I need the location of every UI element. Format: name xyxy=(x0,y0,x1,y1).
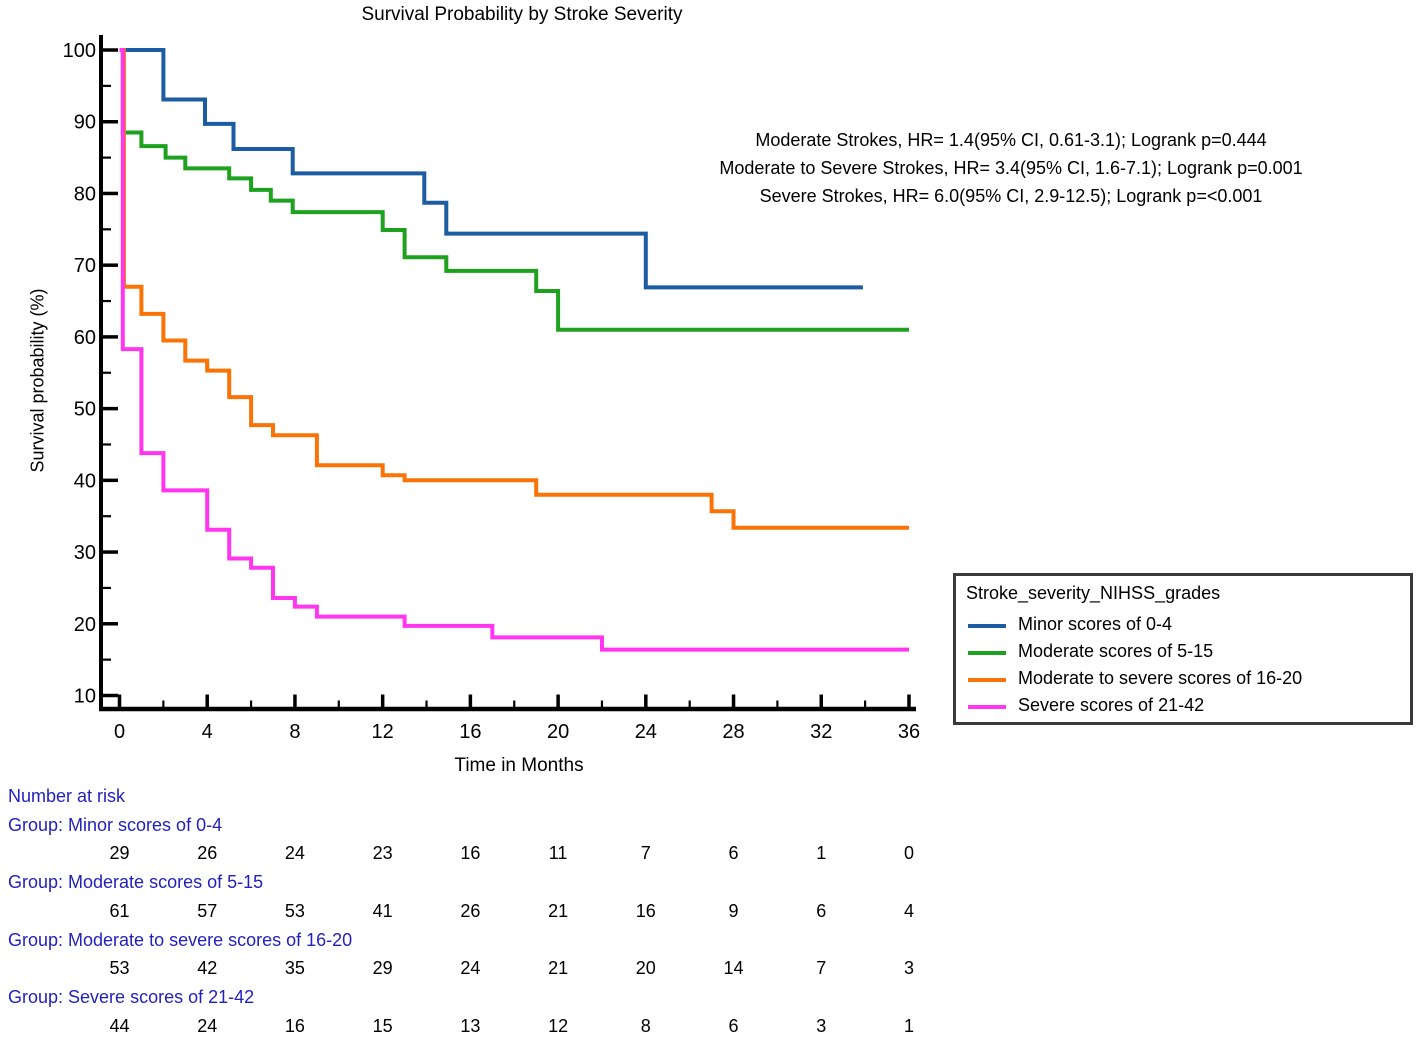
risk-count: 29 xyxy=(109,843,130,863)
risk-count: 8 xyxy=(640,1016,651,1036)
risk-count: 15 xyxy=(372,1016,393,1036)
y-tick-label: 50 xyxy=(74,399,96,421)
risk-count: 16 xyxy=(635,901,656,921)
risk-count: 61 xyxy=(109,901,130,921)
risk-count: 53 xyxy=(284,901,305,921)
risk-count: 23 xyxy=(372,843,393,863)
risk-count: 3 xyxy=(816,1016,827,1036)
y-tick-label: 100 xyxy=(63,40,96,62)
hazard-ratio-annotations: Moderate Strokes, HR= 1.4(95% CI, 0.61-3… xyxy=(628,126,1394,210)
risk-count: 12 xyxy=(548,1016,569,1036)
risk-count: 1 xyxy=(903,1016,914,1036)
risk-count: 13 xyxy=(460,1016,481,1036)
y-tick-label: 70 xyxy=(74,255,96,277)
x-tick-label: 36 xyxy=(898,721,920,743)
risk-count: 21 xyxy=(548,958,569,978)
risk-count: 1 xyxy=(816,843,827,863)
risk-count: 6 xyxy=(728,1016,739,1036)
risk-group-label-moderate-to-severe-scores-of-16-20: Group: Moderate to severe scores of 16-2… xyxy=(8,930,353,950)
risk-count: 29 xyxy=(372,958,393,978)
y-tick-label: 30 xyxy=(74,542,96,564)
risk-count: 41 xyxy=(372,901,393,921)
risk-count: 24 xyxy=(197,1016,218,1036)
km-curve-moderate-scores-of-5-15 xyxy=(119,48,909,332)
risk-count: 6 xyxy=(816,901,827,921)
risk-group-label-minor-scores-of-0-4: Group: Minor scores of 0-4 xyxy=(8,815,223,835)
y-tick-label: 80 xyxy=(74,183,96,205)
y-tick-label: 10 xyxy=(74,686,96,708)
risk-count: 9 xyxy=(728,901,739,921)
legend: Stroke_severity_NIHSS_grades Minor score… xyxy=(953,573,1413,725)
legend-swatch-moderate-to-severe-scores-of-16-20 xyxy=(968,678,1006,682)
y-tick-label: 40 xyxy=(74,470,96,492)
x-tick-label: 4 xyxy=(202,721,213,743)
legend-label: Moderate to severe scores of 16-20 xyxy=(1018,668,1303,688)
risk-count: 16 xyxy=(284,1016,305,1036)
risk-count: 3 xyxy=(903,958,914,978)
x-tick-label: 16 xyxy=(459,721,481,743)
risk-group-label-severe-scores-of-21-42: Group: Severe scores of 21-42 xyxy=(8,987,255,1007)
risk-count: 11 xyxy=(548,843,568,863)
annotation-moderate: Moderate Strokes, HR= 1.4(95% CI, 0.61-3… xyxy=(755,130,1267,150)
risk-count: 0 xyxy=(903,843,914,863)
risk-count: 26 xyxy=(460,901,481,921)
legend-swatch-severe-scores-of-21-42 xyxy=(968,705,1006,709)
x-tick-label: 20 xyxy=(547,721,569,743)
risk-count: 20 xyxy=(635,958,656,978)
x-tick-label: 24 xyxy=(635,721,657,743)
legend-item-moderate-scores-of-5-15: Moderate scores of 5-15 xyxy=(956,641,1410,665)
risk-count: 24 xyxy=(284,843,305,863)
risk-count: 57 xyxy=(197,901,218,921)
risk-count: 35 xyxy=(284,958,305,978)
risk-group-label-moderate-scores-of-5-15: Group: Moderate scores of 5-15 xyxy=(8,872,264,892)
x-tick-label: 0 xyxy=(114,721,125,743)
y-tick-label: 60 xyxy=(74,327,96,349)
legend-item-minor-scores-of-0-4: Minor scores of 0-4 xyxy=(956,614,1410,638)
legend-item-severe-scores-of-21-42: Severe scores of 21-42 xyxy=(956,695,1410,719)
annotation-severe: Severe Strokes, HR= 6.0(95% CI, 2.9-12.5… xyxy=(759,186,1263,206)
legend-swatch-moderate-scores-of-5-15 xyxy=(968,651,1006,655)
chart-title: Survival Probability by Stroke Severity xyxy=(361,4,683,25)
km-curve-severe-scores-of-21-42 xyxy=(119,48,909,652)
risk-count: 24 xyxy=(460,958,481,978)
risk-count: 7 xyxy=(816,958,827,978)
x-axis-title: Time in Months xyxy=(454,755,584,776)
legend-item-moderate-to-severe-scores-of-16-20: Moderate to severe scores of 16-20 xyxy=(956,668,1410,692)
legend-title: Stroke_severity_NIHSS_grades xyxy=(966,583,1221,603)
risk-count: 26 xyxy=(197,843,218,863)
risk-count: 6 xyxy=(728,843,739,863)
legend-label: Minor scores of 0-4 xyxy=(1018,614,1173,634)
km-curve-moderate-to-severe-scores-of-16-20 xyxy=(119,48,909,530)
risk-count: 16 xyxy=(460,843,481,863)
risk-count: 42 xyxy=(197,958,218,978)
km-curve-minor-scores-of-0-4 xyxy=(119,48,863,290)
legend-label: Moderate scores of 5-15 xyxy=(1018,641,1214,661)
risk-count: 21 xyxy=(548,901,569,921)
legend-label: Severe scores of 21-42 xyxy=(1018,695,1205,715)
risk-count: 53 xyxy=(109,958,130,978)
x-tick-label: 8 xyxy=(289,721,300,743)
risk-table-heading: Number at risk xyxy=(8,786,126,806)
risk-count: 14 xyxy=(723,958,744,978)
y-tick-label: 90 xyxy=(74,112,96,134)
legend-swatch-minor-scores-of-0-4 xyxy=(968,624,1006,628)
x-tick-label: 12 xyxy=(372,721,394,743)
x-tick-label: 28 xyxy=(722,721,744,743)
y-tick-label: 20 xyxy=(74,614,96,636)
annotation-moderate-severe: Moderate to Severe Strokes, HR= 3.4(95% … xyxy=(719,158,1303,178)
risk-count: 4 xyxy=(903,901,914,921)
x-tick-label: 32 xyxy=(810,721,832,743)
risk-count: 7 xyxy=(640,843,651,863)
risk-count: 44 xyxy=(109,1016,130,1036)
